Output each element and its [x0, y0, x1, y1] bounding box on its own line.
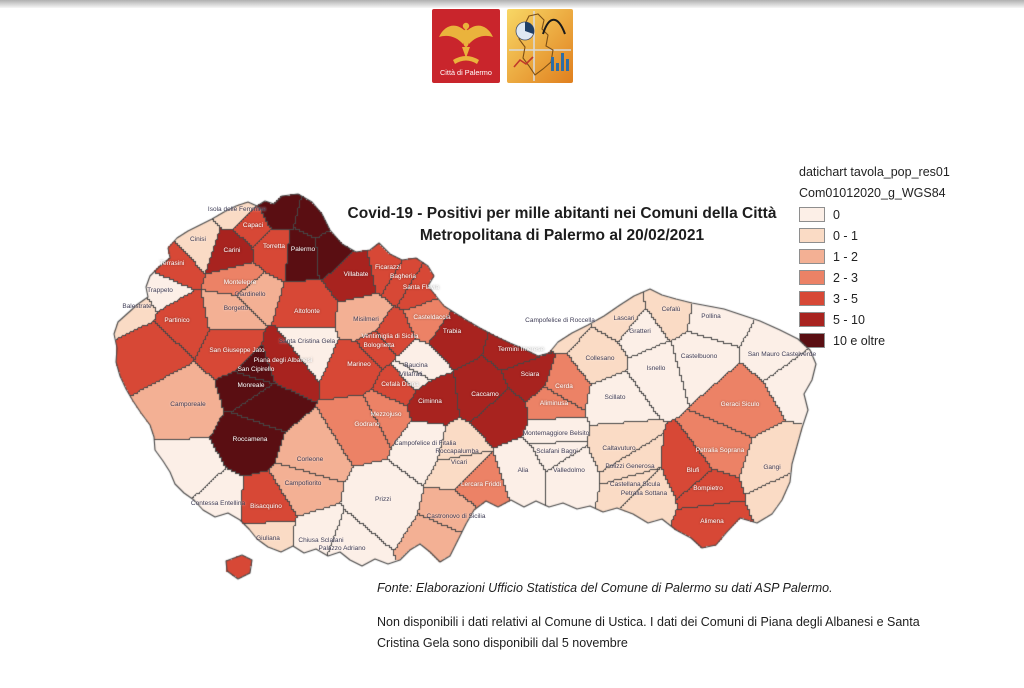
source-note: Fonte: Elaborazioni Ufficio Statistica d… — [377, 581, 833, 595]
availability-note: Non disponibili i dati relativi al Comun… — [377, 615, 920, 650]
